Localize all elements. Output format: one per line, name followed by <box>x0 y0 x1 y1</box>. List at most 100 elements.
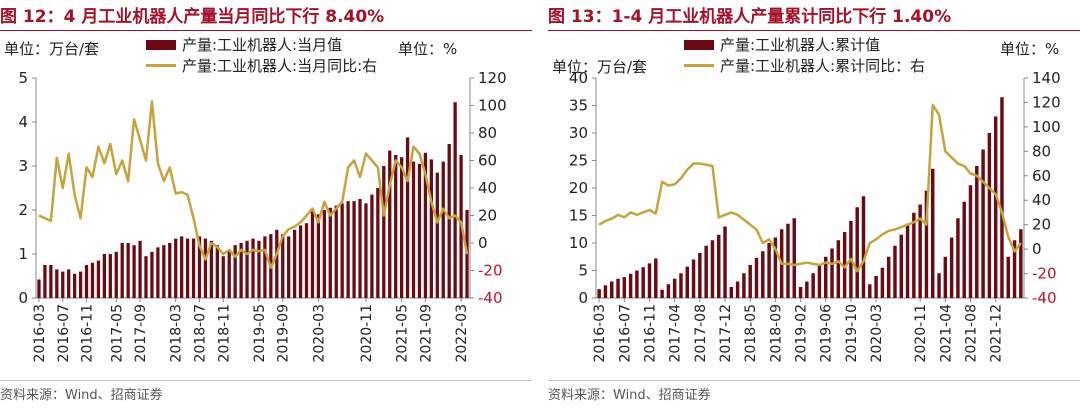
bar <box>610 281 614 298</box>
bar <box>316 214 321 298</box>
left-tick-label: 4 <box>18 113 28 131</box>
bar <box>239 243 243 298</box>
bar <box>628 273 633 298</box>
bar <box>441 161 445 298</box>
legend-item-bar: 产量:工业机器人:当月值 <box>146 34 377 55</box>
x-tick-label: 2018-05 <box>743 304 759 363</box>
x-tick-label: 2016-07 <box>56 304 72 363</box>
source-note: 资料来源：Wind、招商证券 <box>0 388 163 403</box>
x-tick-label: 2019-10 <box>844 304 860 363</box>
source-divider <box>548 380 1080 381</box>
x-tick-label: 2018-07 <box>192 304 208 363</box>
bar <box>817 265 822 298</box>
bar <box>340 203 344 298</box>
legend-swatch-bar <box>684 39 714 50</box>
bar <box>805 281 809 298</box>
right-tick-label: 20 <box>1032 216 1051 234</box>
bar <box>943 256 948 298</box>
x-tick-label: 2019-09 <box>276 304 292 363</box>
chart-canvas: 0 5 10 15 20 25 30 35 40 -40 -20 0 20 40 60 80 100 120 140… <box>569 69 1061 363</box>
bar <box>962 201 966 298</box>
x-tick-label: 2020-03 <box>311 304 327 363</box>
bar <box>55 269 59 298</box>
bar <box>981 149 985 298</box>
left-tick-label: 35 <box>569 97 588 115</box>
bar <box>328 207 332 298</box>
bar <box>949 237 954 298</box>
x-tick-label: 2022-03 <box>454 304 470 363</box>
bar <box>61 271 65 298</box>
bar <box>251 238 255 298</box>
bar <box>67 269 71 298</box>
right-axis-unit: 单位：% <box>398 40 458 58</box>
bar <box>132 245 136 298</box>
right-tick-label: -40 <box>1032 289 1057 307</box>
bar <box>975 166 979 298</box>
bar <box>322 210 326 298</box>
right-tick-label: 0 <box>1032 240 1042 258</box>
bar <box>761 251 765 298</box>
bar <box>114 251 118 298</box>
bar <box>729 287 734 298</box>
bar <box>597 289 601 298</box>
x-tick-label: 2020-03 <box>869 304 885 363</box>
legend-swatch-line <box>684 64 714 67</box>
bar <box>1019 229 1023 298</box>
bar <box>616 278 620 298</box>
bar <box>138 240 142 298</box>
bar <box>215 245 219 298</box>
x-tick-label: 2017-04 <box>668 304 684 363</box>
bar <box>735 281 740 298</box>
bar <box>647 263 652 298</box>
legend-item-line: 产量:工业机器人:累计同比：右 <box>684 55 925 76</box>
right-tick-label: 80 <box>478 124 497 142</box>
bar <box>635 270 639 298</box>
bar <box>394 155 398 298</box>
bar <box>405 137 410 298</box>
x-tick-label: 2019-02 <box>794 304 810 363</box>
bar <box>221 256 225 298</box>
right-tick-label: 20 <box>478 207 497 225</box>
bar <box>880 267 885 298</box>
bar <box>931 168 935 298</box>
bar <box>287 236 291 298</box>
legend-item-line: 产量:工业机器人:当月同比:右 <box>146 55 377 76</box>
bar <box>352 201 356 298</box>
left-tick-label: 0 <box>18 289 28 307</box>
bar <box>120 243 124 298</box>
bar <box>376 188 380 298</box>
bar <box>257 240 261 298</box>
chart-legend: 产量:工业机器人:当月值 产量:工业机器人:当月同比:右 <box>146 34 377 76</box>
bar <box>298 225 303 298</box>
bar <box>108 254 112 298</box>
left-tick-label: 5 <box>578 262 588 280</box>
title-divider <box>548 30 1080 31</box>
x-tick-label: 2018-03 <box>169 304 185 363</box>
bar <box>1012 240 1017 298</box>
legend-label-bar: 产量:工业机器人:累计值 <box>720 36 881 54</box>
bar <box>358 199 362 298</box>
right-tick-label: 80 <box>1032 142 1051 160</box>
bar <box>233 245 237 298</box>
bar <box>388 150 392 298</box>
x-tick-label: 2016-11 <box>80 304 96 363</box>
bar <box>924 190 929 298</box>
bar <box>767 243 771 298</box>
bar <box>245 240 249 298</box>
bar <box>73 273 77 298</box>
bar <box>126 243 130 298</box>
x-tick-label: 2018-11 <box>216 304 232 363</box>
yoy-line <box>598 103 1022 273</box>
bar <box>209 240 214 298</box>
bar <box>227 249 231 298</box>
bar <box>918 204 922 298</box>
bar <box>893 245 897 298</box>
bar <box>43 265 47 298</box>
chart-legend: 产量:工业机器人:累计值 产量:工业机器人:累计同比：右 <box>684 34 925 76</box>
bar <box>346 201 350 298</box>
legend-label-bar: 产量:工业机器人:当月值 <box>182 36 343 54</box>
legend-swatch-bar <box>146 39 176 50</box>
bar <box>691 259 696 298</box>
bar <box>382 166 386 298</box>
bar <box>37 279 41 298</box>
